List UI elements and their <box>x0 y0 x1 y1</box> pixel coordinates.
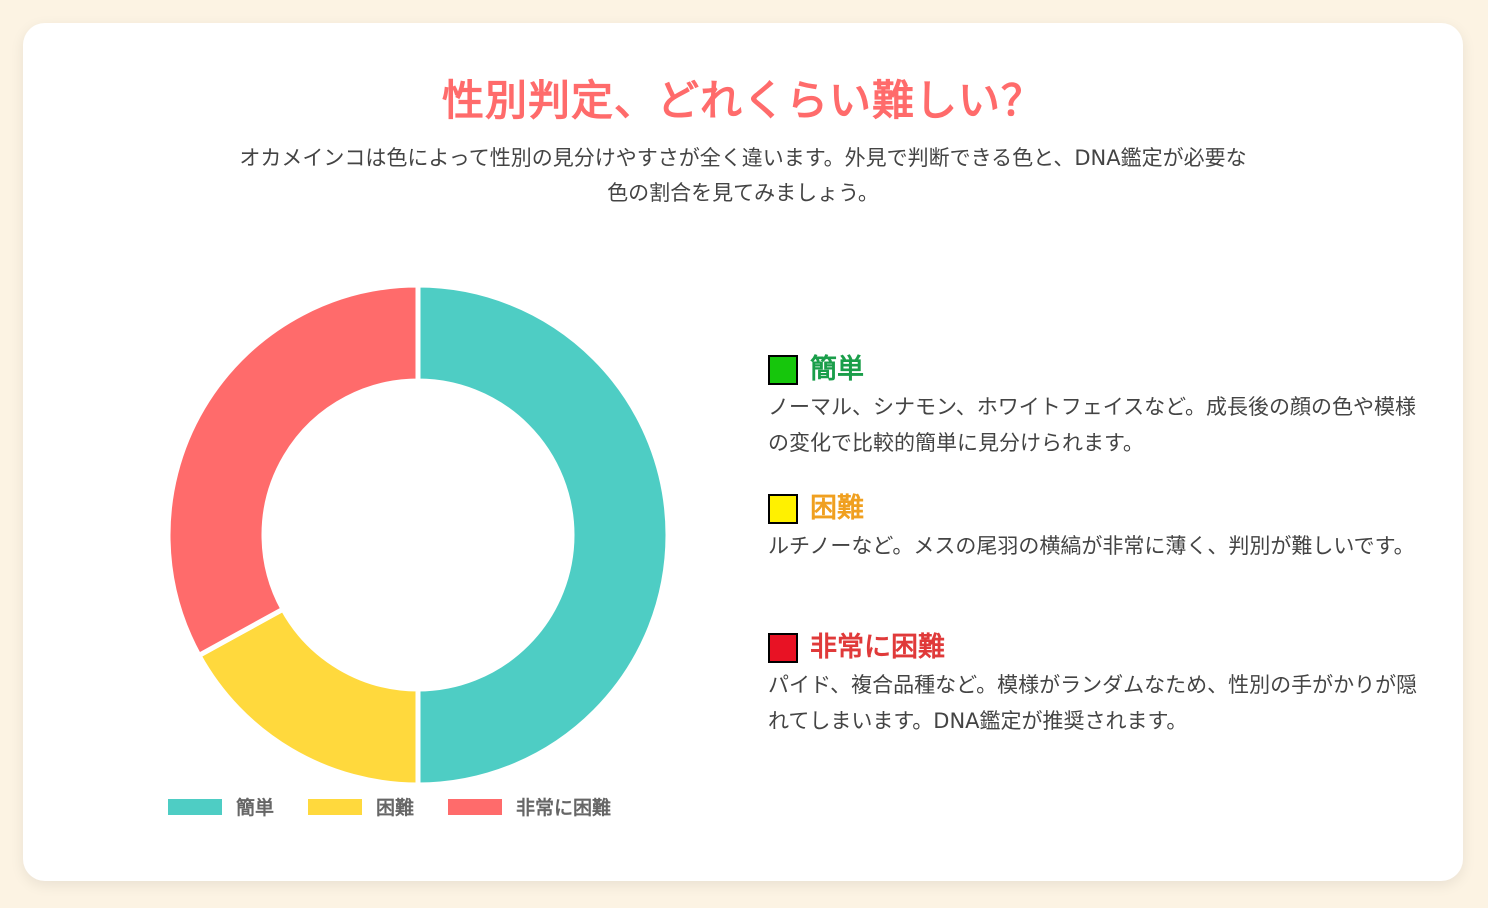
legend-swatch-easy <box>168 798 222 815</box>
chart-legend: 簡単 困難 非常に困難 <box>168 793 645 820</box>
very-hard-title: 非常に困難 <box>810 632 945 663</box>
easy-title: 簡単 <box>810 354 864 385</box>
very-hard-color-box <box>768 633 798 663</box>
legend-label-hard: 困難 <box>376 797 415 819</box>
legend-label-easy: 簡単 <box>236 797 275 819</box>
slice-easy[interactable] <box>415 282 671 788</box>
legend-item-easy[interactable]: 簡単 <box>168 793 274 820</box>
page-subtitle: オカメインコは色によって性別の見分けやすさが全く違います。外見で判断できる色と、… <box>239 146 1247 205</box>
chart-card: 性別判定、どれくらい難しい？ オカメインコは色によって性別の見分けやすさが全く違… <box>23 23 1463 881</box>
easy-color-box <box>768 355 798 385</box>
hard-title: 困難 <box>810 493 864 524</box>
legend-swatch-very-hard <box>448 798 503 815</box>
page-title: 性別判定、どれくらい難しい？ <box>441 76 1044 125</box>
hard-color-box <box>768 494 798 524</box>
detail-easy: 簡単 ノーマル、シナモン、ホワイトフェイスなど。成長後の顔の色や模様の変化で比較… <box>768 351 1428 461</box>
slice-very-hard[interactable] <box>165 282 421 659</box>
legend-swatch-hard <box>308 798 363 815</box>
legend-item-hard[interactable]: 困難 <box>308 793 414 820</box>
detail-hard: 困難 ルチノーなど。メスの尾羽の横縞が非常に薄く、判別が難しいです。 <box>768 490 1428 564</box>
legend-label-very-hard: 非常に困難 <box>516 797 612 819</box>
slice-hard[interactable] <box>195 605 421 788</box>
easy-text: ノーマル、シナモン、ホワイトフェイスなど。成長後の顔の色や模様の変化で比較的簡単… <box>768 395 1417 455</box>
detail-very-hard: 非常に困難 パイド、複合品種など。模様がランダムなため、性別の手がかりが隠れてし… <box>768 629 1428 739</box>
legend-item-very-hard[interactable]: 非常に困難 <box>448 793 611 820</box>
very-hard-text: パイド、複合品種など。模様がランダムなため、性別の手がかりが隠れてしまいます。D… <box>768 673 1418 733</box>
doughnut-chart[interactable] <box>143 258 693 808</box>
hard-text: ルチノーなど。メスの尾羽の横縞が非常に薄く、判別が難しいです。 <box>768 534 1415 558</box>
